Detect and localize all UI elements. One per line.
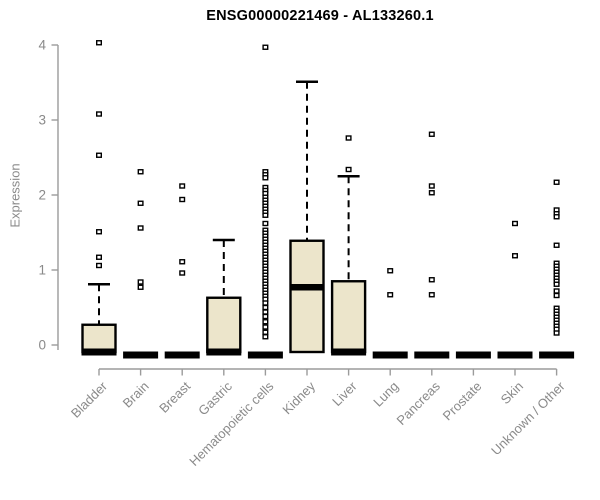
box-gastric: [206, 238, 242, 356]
x-tick-label-bladder: Bladder: [68, 378, 111, 421]
chart-title: ENSG00000221469 - AL133260.1: [206, 8, 434, 24]
x-tick-label-prostate: Prostate: [440, 379, 485, 424]
box-breast: [164, 183, 200, 359]
outlier-point: [137, 169, 144, 175]
y-tick-label: 2: [38, 188, 46, 203]
outlier-point: [262, 300, 269, 306]
y-tick-label: 0: [38, 338, 46, 353]
outlier-point: [428, 292, 435, 298]
outlier-point: [553, 330, 560, 336]
outlier-point: [428, 190, 435, 196]
outlier-point: [345, 135, 352, 141]
outlier-point: [262, 313, 269, 320]
y-tick-label: 3: [38, 113, 46, 128]
box-hematopoietic-cells: [247, 44, 283, 359]
x-tick-label-pancreas: Pancreas: [393, 378, 443, 428]
y-tick-label: 4: [38, 38, 46, 53]
x-tick-label-brain: Brain: [120, 379, 152, 411]
x-tick-label-gastric: Gastric: [195, 378, 235, 418]
outlier-point: [95, 152, 102, 158]
box-brain: [123, 169, 159, 359]
x-tick-label-skin: Skin: [498, 379, 526, 407]
outlier-point: [512, 253, 519, 259]
box-skin: [497, 220, 533, 359]
outlier-point: [262, 44, 269, 50]
y-axis: 0 1 2 3 4: [38, 38, 58, 353]
outlier-point: [345, 166, 352, 173]
outlier-point: [553, 292, 560, 299]
outlier-point: [553, 288, 560, 294]
box-pancreas: [414, 131, 450, 359]
box-lung: [372, 268, 408, 359]
outlier-point: [95, 262, 102, 269]
x-tick-label-kidney: Kidney: [279, 378, 318, 417]
outlier-point: [428, 183, 435, 189]
box-unknown-other: [539, 179, 575, 359]
outlier-point: [262, 319, 269, 325]
outlier-point: [95, 111, 102, 117]
y-tick-label: 1: [38, 263, 46, 278]
outlier-point: [179, 183, 186, 189]
box-liver: [330, 135, 367, 356]
outlier-point: [428, 131, 435, 137]
outlier-point: [553, 214, 560, 220]
outlier-point: [262, 304, 269, 311]
box-kidney: [289, 80, 325, 354]
outlier-point: [95, 254, 102, 260]
box-bladder: [81, 40, 117, 356]
outlier-point: [262, 212, 269, 218]
outlier-point: [262, 329, 269, 335]
outlier-point: [262, 309, 269, 315]
outlier-point: [553, 242, 560, 248]
outlier-point: [137, 225, 144, 231]
outlier-point: [95, 40, 102, 46]
outlier-point: [387, 268, 394, 274]
outlier-point: [428, 277, 435, 283]
outlier-point: [179, 259, 186, 265]
outlier-point: [553, 281, 560, 287]
outlier-point: [512, 220, 519, 227]
outlier-point: [179, 270, 186, 276]
x-tick-label-unknown-other: Unknown / Other: [488, 378, 568, 458]
outlier-point: [137, 200, 144, 206]
outlier-point: [179, 196, 186, 203]
outlier-point: [137, 279, 144, 285]
outlier-point: [95, 229, 102, 235]
outlier-point: [262, 175, 269, 181]
outlier-point: [262, 334, 269, 340]
outlier-point: [553, 179, 560, 185]
outlier-point: [262, 220, 269, 227]
box-prostate: [455, 351, 491, 359]
x-tick-label-liver: Liver: [329, 378, 360, 409]
outlier-point: [137, 284, 144, 290]
x-tick-label-breast: Breast: [156, 378, 193, 415]
x-tick-label-lung: Lung: [370, 379, 401, 410]
outlier-point: [262, 324, 269, 330]
outlier-point: [387, 292, 394, 298]
